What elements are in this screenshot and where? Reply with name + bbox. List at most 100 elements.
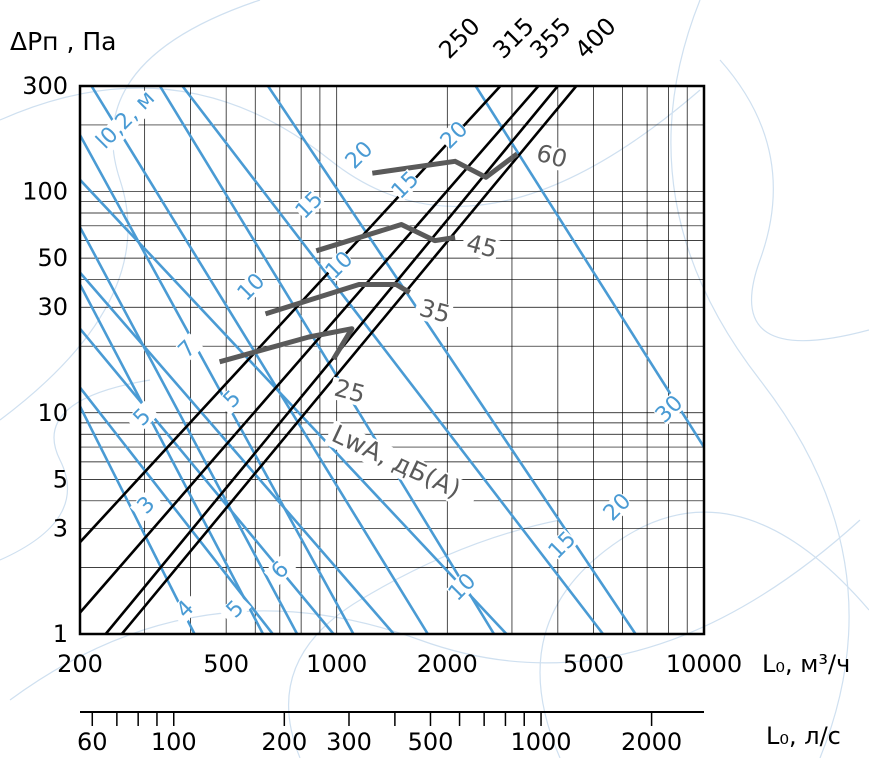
throw-line-20 — [158, 86, 496, 634]
throw-label-bg — [125, 400, 159, 434]
throw-label: 7 — [174, 336, 202, 364]
x2-tick-label: 200 — [261, 728, 307, 756]
throw-label-bg — [234, 270, 268, 304]
throw-line-6 — [80, 271, 395, 634]
background-stroke — [0, 379, 151, 561]
noise-line-25 — [218, 326, 355, 365]
performance-line-250 — [80, 86, 502, 544]
noise-label-bg — [413, 296, 454, 328]
y-tick-label: 50 — [37, 244, 68, 272]
x2-tick-label: 2000 — [621, 728, 682, 756]
y-tick-label: 30 — [37, 293, 68, 321]
performance-label: 400 — [569, 12, 621, 64]
throw-label: 10 — [321, 247, 358, 284]
throw-label-bg — [652, 392, 686, 426]
throw-axis-label-bg — [88, 89, 159, 160]
background-stroke — [288, 519, 561, 758]
throw-label-bg — [263, 553, 297, 587]
throw-label: 15 — [291, 187, 328, 224]
throw-label-group: 7 — [170, 332, 204, 366]
throw-label-group: 20 — [599, 489, 636, 526]
y-tick-label: 100 — [22, 178, 68, 206]
x-tick-label: 500 — [203, 650, 249, 678]
throw-line-10 — [80, 134, 355, 634]
y-axis-title: ΔPп , Па — [10, 27, 116, 56]
background-stroke — [719, 59, 869, 342]
noise-lines — [218, 151, 519, 365]
throw-label-group: 15 — [291, 187, 328, 224]
x2-tick-label: 1000 — [510, 728, 571, 756]
throw-label: 10 — [233, 269, 270, 306]
x-tick-label: 5000 — [563, 650, 624, 678]
throw-label-bg — [168, 592, 202, 626]
throw-label-group: 10 — [233, 269, 270, 306]
throw-label-group: 15 — [544, 527, 581, 564]
y-tick-label: 300 — [22, 72, 68, 100]
x-tick-label: 2000 — [417, 650, 478, 678]
throw-line-4 — [80, 386, 274, 634]
performance-line-355 — [104, 86, 559, 634]
x2-tick-label: 500 — [408, 728, 454, 756]
throw-label-group: 5 — [218, 592, 252, 626]
throw-label-group: 3 — [129, 488, 163, 522]
throw-label: 5 — [129, 404, 157, 432]
y-tick-label: 10 — [37, 399, 68, 427]
throw-label-bg — [292, 188, 326, 222]
noise-label-group: 25 — [328, 374, 369, 409]
background-stroke — [0, 87, 701, 207]
throw-line-15 — [90, 86, 429, 634]
noise-label-group: 35 — [413, 294, 454, 329]
performance-label: 355 — [524, 12, 576, 64]
noise-label-bg — [530, 141, 571, 173]
throw-label-group: 20 — [341, 137, 378, 174]
noise-label-bg — [460, 231, 501, 263]
background-stroke — [670, 0, 850, 758]
background-stroke — [9, 519, 861, 701]
throw-label-bg — [129, 488, 163, 522]
x2-tick-label: 60 — [77, 728, 108, 756]
background-stroke — [539, 511, 869, 758]
y-tick-label: 5 — [53, 465, 68, 493]
throw-line-5 — [80, 327, 335, 634]
throw-line-5 — [80, 283, 265, 634]
throw-lines — [80, 86, 704, 634]
throw-line-7 — [80, 226, 299, 634]
throw-label-group: 5 — [215, 382, 249, 416]
throw-label: 5 — [219, 386, 247, 414]
throw-line-30 — [474, 86, 704, 448]
x-tick-label: 10000 — [666, 650, 742, 678]
x-tick-label: 1000 — [306, 650, 367, 678]
noise-label-group: 45 — [460, 229, 501, 264]
x-axis-title: L₀, м³/ч — [762, 650, 850, 678]
throw-label: 4 — [172, 596, 200, 624]
throw-label-bg — [218, 592, 252, 626]
throw-label-bg — [170, 332, 204, 366]
x-tick-label: 200 — [57, 650, 103, 678]
performance-lines — [80, 86, 578, 634]
noise-label-group: 60 — [530, 139, 571, 174]
background-stroke — [0, 0, 261, 421]
throw-label-bg — [545, 528, 579, 562]
x2-tick-label: 300 — [326, 728, 372, 756]
noise-line-35 — [264, 282, 411, 317]
throw-label-bg — [342, 138, 376, 172]
noise-line-60 — [371, 151, 519, 180]
throw-label-group: 6 — [263, 553, 297, 587]
throw-label-bg — [215, 382, 249, 416]
performance-line-400 — [120, 86, 578, 634]
noise-axis-label-bg — [323, 420, 480, 512]
x2-axis-title: L₀, л/с — [766, 722, 841, 750]
throw-label-bg — [437, 118, 471, 152]
throw-label-bg — [445, 570, 479, 604]
throw-label-group: 10 — [321, 247, 358, 284]
throw-line-15 — [181, 86, 605, 634]
throw-label: 3 — [133, 492, 161, 520]
throw-label: 20 — [599, 489, 636, 526]
throw-line-3 — [80, 405, 196, 634]
y-tick-label: 1 — [53, 620, 68, 648]
y-tick-label: 3 — [53, 514, 68, 542]
throw-label-bg — [322, 248, 356, 282]
